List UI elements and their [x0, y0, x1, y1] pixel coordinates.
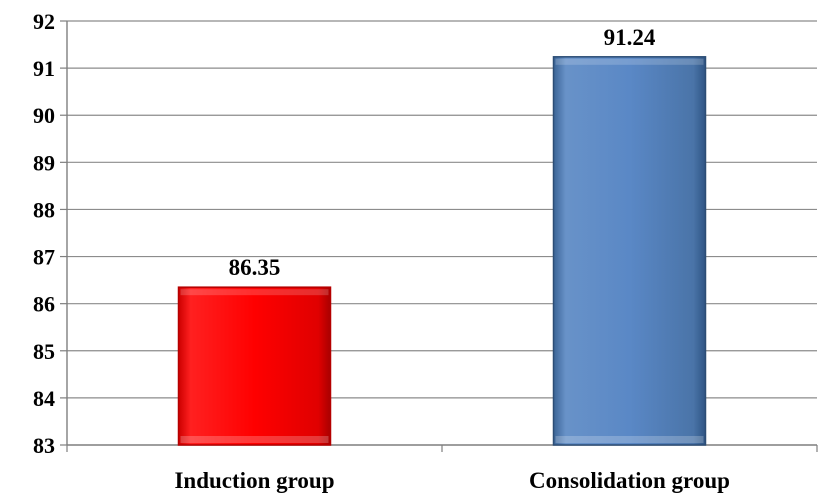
y-tick-label: 85 [33, 339, 55, 364]
bar [552, 56, 707, 446]
bar-bevel-top [555, 58, 704, 65]
y-tick-label: 89 [33, 150, 55, 175]
y-tick-label: 91 [33, 56, 55, 81]
bar-group [552, 56, 707, 446]
bars [177, 56, 707, 446]
bar-bevel-bottom [555, 436, 704, 443]
y-tick-label: 92 [33, 9, 55, 34]
bar-bevel-bottom [180, 436, 329, 443]
x-category-label: Induction group [174, 468, 334, 493]
y-tick-label: 84 [33, 386, 55, 411]
data-label: 91.24 [604, 25, 656, 50]
y-tick-label: 90 [33, 103, 55, 128]
data-label: 86.35 [229, 255, 281, 280]
labels: 83 84 85 86 87 88 89 90 91 92 86.35 Induction group… [33, 9, 730, 493]
bar [177, 286, 332, 446]
y-tick-label: 87 [33, 245, 55, 270]
bar-group [177, 286, 332, 446]
x-category-label: Consolidation group [529, 468, 730, 493]
y-tick-label: 83 [33, 433, 55, 458]
bar-bevel-top [180, 289, 329, 296]
y-tick-label: 86 [33, 292, 55, 317]
y-tick-label: 88 [33, 197, 55, 222]
